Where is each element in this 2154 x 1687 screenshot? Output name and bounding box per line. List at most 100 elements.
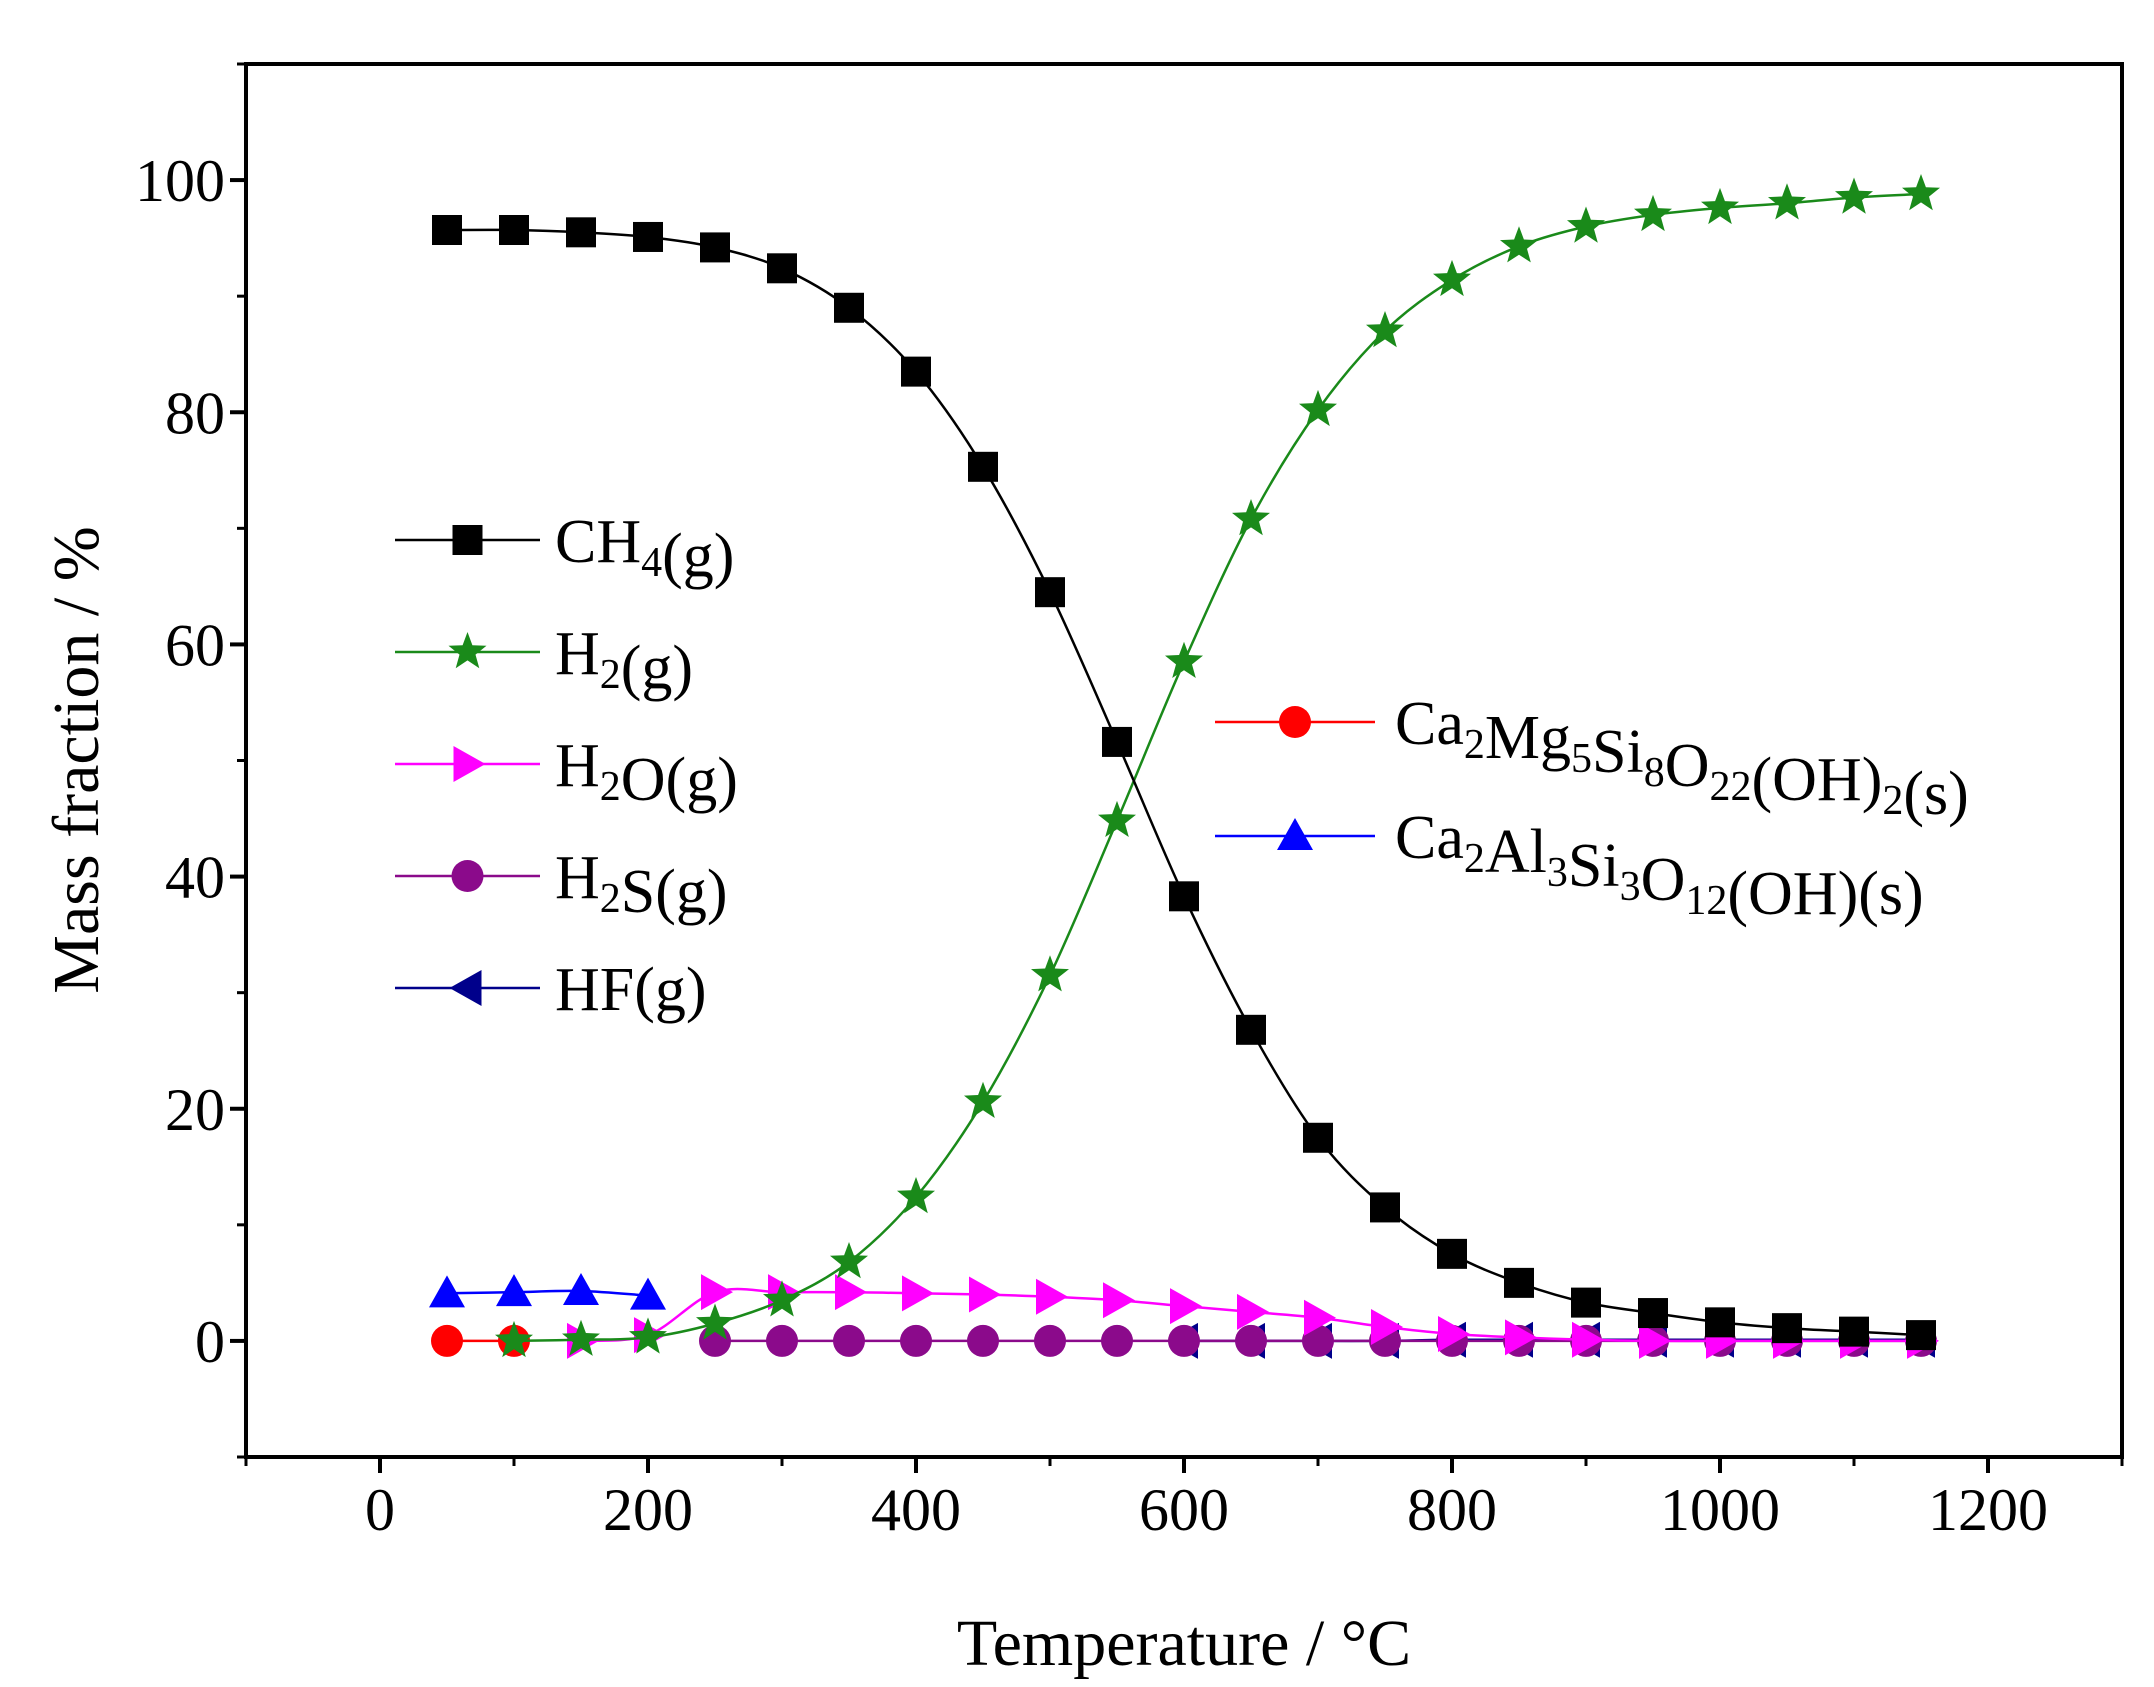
point-h2-750 (1366, 311, 1404, 348)
point-h2o-500 (1036, 1278, 1068, 1315)
point-h2-700 (1299, 389, 1337, 427)
point-ch4-400 (901, 356, 931, 387)
legend-marker-hf (449, 970, 482, 1006)
point-h2o-450 (969, 1276, 1001, 1313)
point-h2o-850 (1505, 1319, 1537, 1356)
legend-label-h2o: H2O(g) (555, 732, 738, 814)
point-h2-1100 (1835, 177, 1873, 214)
point-h2s-500 (1034, 1324, 1066, 1357)
point-epidote-100 (496, 1274, 532, 1307)
legend-label-h2s: H2S(g) (555, 844, 728, 926)
point-ch4-900 (1571, 1287, 1601, 1318)
point-h2s-300 (766, 1324, 798, 1357)
series-layer (429, 174, 1940, 1359)
point-ch4-1150 (1906, 1320, 1936, 1351)
y-tick-label-60: 60 (165, 612, 225, 678)
y-tick-label-0: 0 (195, 1309, 225, 1375)
point-h2-350 (830, 1242, 868, 1279)
x-axis-title: Temperature / °C (957, 1607, 1411, 1680)
point-ch4-700 (1303, 1122, 1333, 1153)
point-h2-900 (1567, 206, 1605, 243)
point-h2-1150 (1902, 174, 1940, 211)
point-ch4-1050 (1772, 1313, 1802, 1344)
point-h2o-700 (1304, 1299, 1336, 1336)
point-tremolite-50 (431, 1324, 463, 1357)
legend-entry-h2s: H2S(g) (395, 844, 728, 926)
series-line-epidote (446, 1289, 649, 1297)
point-ch4-850 (1504, 1267, 1534, 1298)
point-h2-800 (1433, 259, 1471, 297)
point-h2-300 (763, 1280, 801, 1317)
x-tick-label-800: 800 (1407, 1477, 1497, 1543)
point-h2o-650 (1237, 1293, 1269, 1330)
point-ch4-750 (1370, 1192, 1400, 1223)
y-tick-label-40: 40 (165, 845, 225, 911)
axis-ticks: 0 200 400 600 800 1000 1200 0 20 40 60 80 100 (135, 62, 2124, 1543)
y-tick-label-20: 20 (165, 1077, 225, 1143)
point-epidote-50 (429, 1275, 465, 1308)
point-ch4-450 (968, 451, 998, 482)
legend-entry-hf: HF(g) (395, 956, 707, 1024)
point-h2-500 (1031, 955, 1069, 992)
point-h2o-550 (1103, 1282, 1135, 1319)
x-tick-label-1200: 1200 (1928, 1477, 2048, 1543)
series-ch4 (432, 214, 1936, 1351)
point-h2o-350 (835, 1274, 867, 1311)
point-h2o-400 (902, 1275, 934, 1312)
point-ch4-950 (1638, 1298, 1668, 1329)
point-h2o-950 (1639, 1322, 1671, 1359)
point-h2s-400 (900, 1324, 932, 1357)
point-ch4-1100 (1839, 1316, 1869, 1347)
point-ch4-250 (700, 232, 730, 263)
legend-entry-ch4: CH4(g) (395, 508, 734, 590)
point-h2s-650 (1235, 1324, 1267, 1357)
legend: CH4(g) H2(g) H2O(g) H2S(g) HF(g) Ca2Mg5Si8O22… (395, 508, 1969, 1024)
legend-marker-h2 (448, 632, 487, 669)
point-h2-450 (964, 1081, 1002, 1118)
legend-entry-tremolite: Ca2Mg5Si8O22(OH)2(s) (1215, 690, 1969, 828)
point-h2s-700 (1302, 1324, 1334, 1357)
point-h2o-800 (1438, 1315, 1470, 1352)
legend-marker-epidote (1277, 818, 1313, 850)
point-h2o-250 (701, 1274, 733, 1311)
point-ch4-350 (834, 292, 864, 323)
legend-marker-ch4 (452, 525, 483, 555)
point-ch4-500 (1035, 577, 1065, 608)
point-h2-1050 (1768, 183, 1806, 220)
series-h2 (495, 174, 1940, 1358)
point-h2-550 (1098, 800, 1136, 837)
legend-entry-epidote: Ca2Al3Si3O12(OH)(s) (1215, 804, 1924, 928)
point-h2-650 (1232, 499, 1270, 536)
point-epidote-200 (630, 1277, 666, 1310)
point-h2-100 (495, 1320, 533, 1358)
point-h2-150 (562, 1319, 600, 1356)
x-tick-label-200: 200 (603, 1477, 693, 1543)
point-h2o-600 (1170, 1288, 1202, 1325)
point-h2-600 (1165, 641, 1203, 678)
legend-label-hf: HF(g) (555, 956, 707, 1024)
legend-label-tremolite: Ca2Mg5Si8O22(OH)2(s) (1395, 690, 1969, 828)
x-tick-label-0: 0 (365, 1477, 395, 1543)
y-tick-label-80: 80 (165, 380, 225, 446)
legend-marker-h2o (453, 746, 486, 782)
legend-entry-h2: H2(g) (395, 620, 693, 702)
point-ch4-100 (499, 214, 529, 245)
point-h2s-350 (833, 1324, 865, 1357)
point-h2-400 (897, 1177, 935, 1214)
x-tick-label-600: 600 (1139, 1477, 1229, 1543)
point-ch4-150 (566, 217, 596, 248)
series-epidote (429, 1273, 666, 1310)
point-h2s-600 (1168, 1324, 1200, 1357)
point-ch4-1000 (1705, 1307, 1735, 1338)
point-ch4-550 (1102, 726, 1132, 757)
point-h2o-900 (1572, 1321, 1604, 1358)
legend-entry-h2o: H2O(g) (395, 732, 738, 814)
y-axis-title: Mass fraction / % (40, 526, 113, 993)
legend-marker-tremolite (1279, 706, 1311, 738)
point-h2-950 (1634, 194, 1672, 232)
point-h2s-550 (1101, 1324, 1133, 1357)
x-tick-label-1000: 1000 (1660, 1477, 1780, 1543)
legend-label-ch4: CH4(g) (555, 508, 734, 590)
